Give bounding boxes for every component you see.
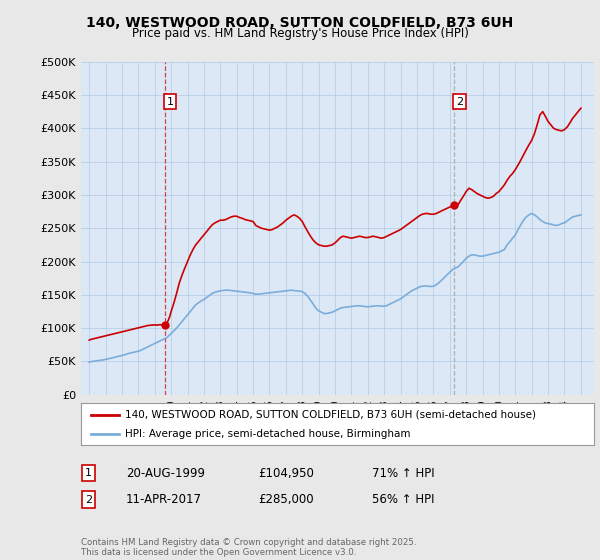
Text: 140, WESTWOOD ROAD, SUTTON COLDFIELD, B73 6UH: 140, WESTWOOD ROAD, SUTTON COLDFIELD, B7… bbox=[86, 16, 514, 30]
Text: £104,950: £104,950 bbox=[258, 466, 314, 480]
Text: 1: 1 bbox=[167, 96, 173, 106]
Text: 11-APR-2017: 11-APR-2017 bbox=[126, 493, 202, 506]
Text: 1: 1 bbox=[85, 468, 92, 478]
Text: HPI: Average price, semi-detached house, Birmingham: HPI: Average price, semi-detached house,… bbox=[125, 429, 410, 439]
Text: 2: 2 bbox=[85, 494, 92, 505]
Text: 20-AUG-1999: 20-AUG-1999 bbox=[126, 466, 205, 480]
Text: £285,000: £285,000 bbox=[258, 493, 314, 506]
Text: 71% ↑ HPI: 71% ↑ HPI bbox=[372, 466, 434, 480]
Text: 56% ↑ HPI: 56% ↑ HPI bbox=[372, 493, 434, 506]
Text: 2: 2 bbox=[456, 96, 463, 106]
Text: Price paid vs. HM Land Registry's House Price Index (HPI): Price paid vs. HM Land Registry's House … bbox=[131, 27, 469, 40]
Text: Contains HM Land Registry data © Crown copyright and database right 2025.
This d: Contains HM Land Registry data © Crown c… bbox=[81, 538, 416, 557]
Text: 140, WESTWOOD ROAD, SUTTON COLDFIELD, B73 6UH (semi-detached house): 140, WESTWOOD ROAD, SUTTON COLDFIELD, B7… bbox=[125, 409, 536, 419]
